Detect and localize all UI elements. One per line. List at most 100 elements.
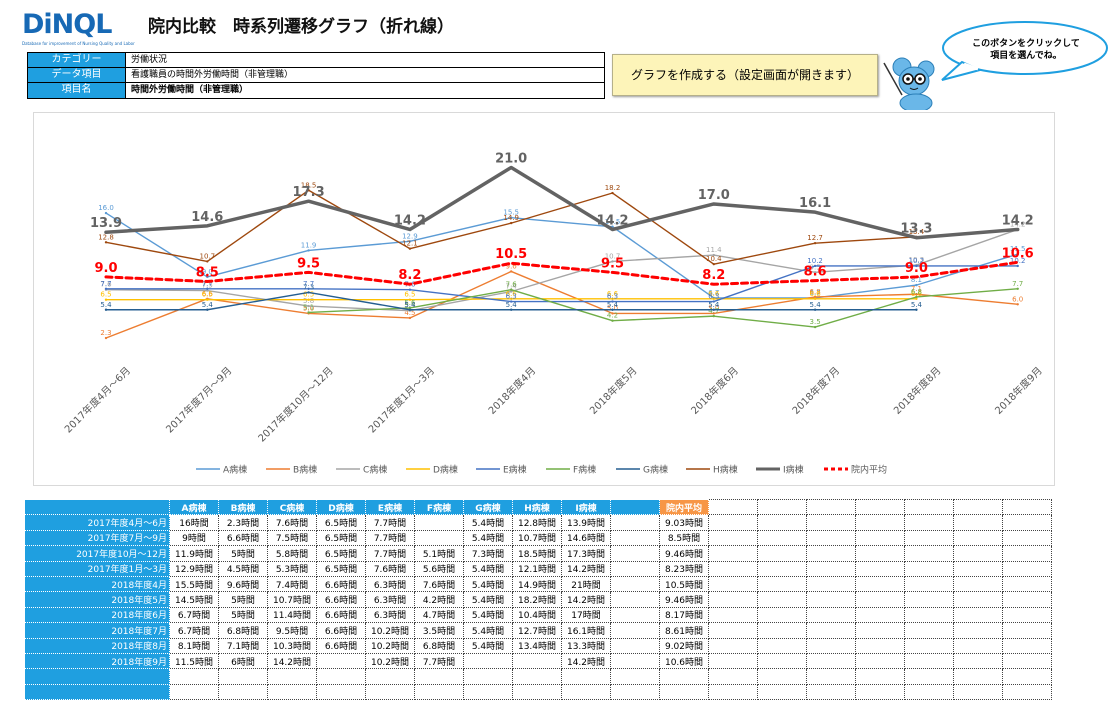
data-point [510,300,513,303]
empty-cell [855,514,905,531]
info-value: 看護職員の時間外労働時間（非管理職） [131,70,294,80]
table-row: 2018年度4月 15.5時間 9.6時間 7.4時間 6.6時間 6.3時間 7.6時間 5… [24,575,1052,593]
column-header: D病棟 [316,498,366,516]
data-label: 21.0 [495,151,527,166]
row-label [24,683,170,701]
data-point [307,291,310,294]
data-point [1016,287,1019,290]
info-value: 労働状況 [131,55,168,65]
data-label: 14.9 [503,214,519,222]
empty-cell [708,652,758,670]
table-cell: 5.3時間 [267,560,317,577]
empty-cell [953,683,1003,701]
data-point [1016,303,1019,306]
table-row: 2018年度5月 14.5時間 5時間 10.7時間 6.6時間 6.3時間 4.2時間 5.… [24,591,1052,608]
column-header: C病棟 [267,498,317,516]
legend-label: H病棟 [713,464,738,476]
table-cell: 18.2時間 [512,591,562,608]
data-point [1016,252,1019,256]
table-cell: 5.1時間 [414,545,464,562]
row-label: 2017年度10月～12月 [24,545,170,562]
data-point [611,297,614,301]
data-label: 9.0 [905,261,928,276]
x-tick-label: 2017年度1月～3月 [365,364,437,436]
data-label: 14.6 [191,210,223,225]
data-table: A病棟 B病棟 C病棟 D病棟 E病棟 F病棟 G病棟 H病棟 I病棟 院内平均 2017年度4月～… [24,498,1052,701]
empty-cell [953,652,1003,670]
data-label: 5.3 [404,302,415,310]
data-label: 9.0 [202,268,213,276]
data-label: 14.5 [605,218,621,226]
empty-cell [855,652,905,670]
data-label: 5.4 [810,301,822,309]
data-point [813,241,817,245]
empty-cell [757,560,807,577]
empty-cell [806,575,856,593]
data-label: 10.6 [1002,246,1034,261]
table-cell: 5.4時間 [463,560,513,577]
data-label: 11.9 [301,241,317,249]
data-label: 8.2 [702,268,725,283]
table-cell [610,622,660,639]
data-label: 6.8 [810,288,821,296]
table-cell: 6.3時間 [365,606,415,624]
table-cell: 9.6時間 [218,575,268,593]
x-tick-label: 2018年度7月 [789,364,842,417]
logo-text: DiNQL [22,9,112,40]
table-cell: 7.6時間 [414,575,464,593]
empty-cell [953,560,1003,577]
table-cell: 10.4時間 [512,606,562,624]
data-label: 10.3 [909,256,925,264]
data-label: 10.4 [706,255,722,263]
empty-cell [1002,591,1052,608]
x-tick-label: 2018年度9月 [992,364,1045,417]
empty-cell [757,575,807,593]
row-label: 2018年度8月 [24,637,170,654]
empty-cell [1002,668,1052,685]
table-cell: 6.6時間 [316,622,366,639]
data-point [813,295,817,299]
empty-cell [904,529,954,547]
table-cell: 5.6時間 [414,560,464,577]
column-header: E病棟 [365,498,415,516]
table-cell [463,683,513,701]
table-cell: 12.1時間 [512,560,562,577]
data-point [408,306,412,310]
table-cell [414,683,464,701]
data-label: 8.1 [911,276,922,284]
series-line-E病棟 [105,265,1019,303]
data-point [611,191,614,195]
row-label: 2018年度7月 [24,622,170,639]
data-label: 5.0 [303,304,314,312]
logo-subtitle: Database for improvement of Nursing Qual… [22,41,135,46]
data-point [712,297,715,301]
table-cell: 7.1時間 [218,637,268,654]
table-cell: 6.5時間 [316,560,366,577]
empty-cell [806,591,856,608]
data-label: 4.5 [404,309,415,317]
data-point [611,260,614,263]
data-label: 6.5 [303,291,314,299]
table-cell: 12.7時間 [512,622,562,639]
empty-cell [904,545,954,562]
table-cell: 17.3時間 [561,545,611,562]
table-row: 2018年度9月 11.5時間 6時間 14.2時間 10.2時間 7.7時間 14.2時間… [24,652,1052,670]
table-cell: 16時間 [169,514,219,531]
create-graph-button[interactable]: グラフを作成する（設定画面が開きます） [612,54,878,96]
empty-cell [806,668,856,685]
table-cell: 6.5時間 [316,514,366,531]
data-label: 12.9 [402,232,418,240]
table-row: 2017年度7月～9月 9時間 6.6時間 7.5時間 6.5時間 7.7時間 5.4時間 1… [24,529,1052,547]
table-cell: 6.5時間 [316,529,366,547]
row-label: 2017年度1月～3月 [24,560,170,577]
table-cell: 4.5時間 [218,560,268,577]
table-cell [316,683,366,701]
row-label: 2018年度5月 [24,591,170,608]
table-cell: 14.5時間 [169,591,219,608]
data-label: 13.3 [900,222,932,237]
table-cell [610,545,660,562]
table-cell: 4.7時間 [414,606,464,624]
table-cell: 9時間 [169,529,219,547]
table-cell: 7.7時間 [365,514,415,531]
table-cell [463,652,513,670]
